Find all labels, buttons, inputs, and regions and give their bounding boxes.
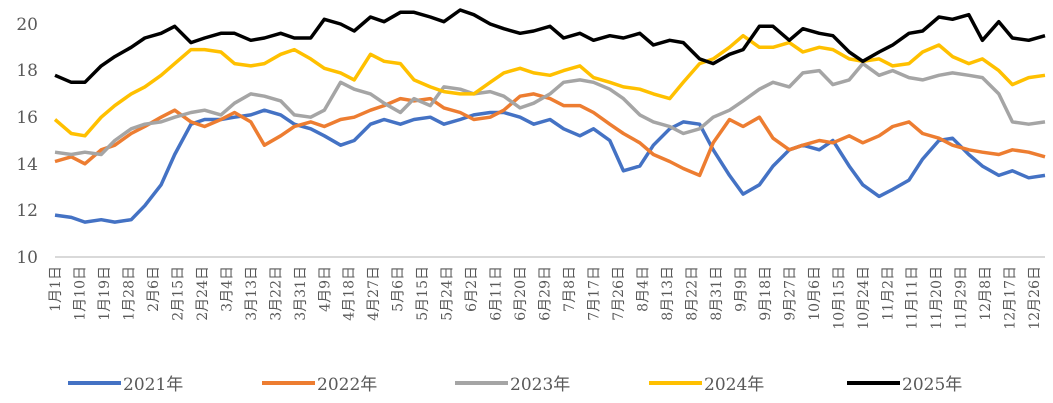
legend-label-2022: 2022年	[317, 375, 377, 395]
x-tick-label: 7月26日	[611, 266, 627, 321]
x-tick-label: 6月29日	[538, 266, 554, 321]
x-tick-label: 7月8日	[562, 266, 578, 312]
x-tick-label: 6月11日	[489, 266, 505, 321]
x-tick-label: 1月10日	[73, 266, 89, 321]
legend-item-2024[interactable]: 2024年	[649, 375, 764, 395]
x-tick-label: 12月8日	[978, 266, 994, 321]
legend-item-2025[interactable]: 2025年	[847, 375, 962, 395]
x-tick-label: 4月9日	[317, 266, 333, 312]
x-tick-label: 6月20日	[513, 266, 529, 321]
x-tick-label: 12月17日	[1003, 266, 1019, 330]
x-tick-label: 1月19日	[97, 266, 113, 321]
legend-item-2021[interactable]: 2021年	[68, 375, 183, 395]
y-tick-label: 16	[16, 108, 38, 128]
x-tick-label: 3月22日	[268, 266, 284, 321]
x-tick-label: 10月24日	[856, 266, 872, 330]
y-tick-label: 18	[16, 61, 38, 81]
x-tick-label: 2月15日	[170, 266, 186, 321]
x-tick-label: 5月15日	[415, 266, 431, 321]
x-tick-label: 3月31日	[293, 266, 309, 321]
x-tick-label: 11月29日	[954, 266, 970, 330]
x-tick-label: 7月17日	[587, 266, 603, 321]
x-tick-label: 9月18日	[758, 266, 774, 321]
series-line-2025	[54, 8, 1046, 85]
series-lines	[53, 8, 1046, 224]
x-tick-label: 9月27日	[782, 266, 798, 321]
x-tick-label: 6月2日	[464, 266, 480, 312]
x-tick-label: 10月6日	[807, 266, 823, 321]
x-axis-tick-labels: 1月1日 1月10日 1月19日 1月28日 2月6日 2月15日 2月24日 3月4日 3月1…	[48, 266, 1043, 330]
series-line-2022	[54, 92, 1046, 178]
y-tick-label: 20	[16, 15, 38, 35]
x-tick-label: 8月31日	[709, 266, 725, 321]
legend-item-2023[interactable]: 2023年	[455, 375, 570, 395]
x-tick-label: 11月20日	[929, 266, 945, 330]
x-tick-label: 8月4日	[636, 266, 652, 312]
legend-label-2023: 2023年	[510, 375, 570, 395]
y-tick-label: 10	[16, 248, 38, 268]
y-tick-label: 14	[16, 155, 38, 175]
x-tick-label: 4月18日	[342, 266, 358, 321]
x-tick-label: 8月22日	[684, 266, 700, 321]
x-tick-label: 5月6日	[391, 266, 407, 312]
x-tick-label: 9月9日	[733, 266, 749, 312]
x-tick-label: 2月24日	[195, 266, 211, 321]
x-tick-label: 2月6日	[146, 266, 162, 312]
series-line-2024	[53, 33, 1046, 138]
x-tick-label: 10月15日	[831, 266, 847, 330]
x-tick-label: 12月26日	[1027, 266, 1043, 330]
x-tick-label: 8月13日	[660, 266, 676, 321]
x-tick-label: 1月28日	[121, 266, 137, 321]
x-tick-label: 5月24日	[440, 266, 456, 321]
x-tick-label: 3月4日	[219, 266, 235, 312]
x-tick-label: 4月27日	[366, 266, 382, 321]
x-tick-label: 1月1日	[48, 266, 64, 312]
series-line-2023	[54, 61, 1046, 157]
x-tick-label: 11月11日	[905, 266, 921, 330]
x-tick-label: 3月13日	[244, 266, 260, 321]
x-tick-label: 11月2日	[880, 266, 896, 321]
legend-item-2022[interactable]: 2022年	[262, 375, 377, 395]
legend-label-2021: 2021年	[123, 375, 183, 395]
y-tick-label: 12	[16, 201, 38, 221]
legend-label-2024: 2024年	[704, 375, 764, 395]
legend-label-2025: 2025年	[902, 375, 962, 395]
legend: 2021年 2022年 2023年 2024年 2025年	[68, 375, 962, 395]
y-axis: 10 12 14 16 18 20	[16, 15, 38, 268]
